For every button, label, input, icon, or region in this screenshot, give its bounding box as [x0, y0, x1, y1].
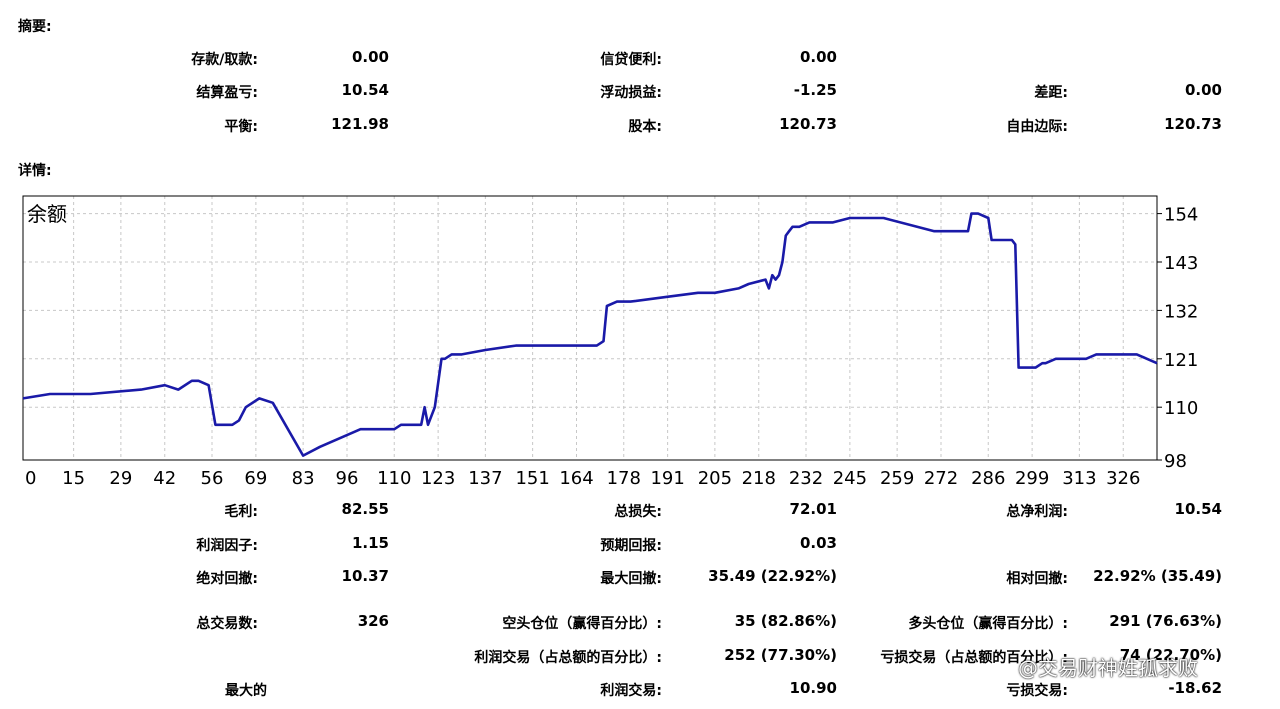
x-tick-label: 286 [971, 468, 1005, 489]
x-tick-label: 272 [924, 468, 958, 489]
x-tick-label: 191 [650, 468, 684, 489]
abs-drawdown-value: 10.37 [341, 567, 389, 585]
watermark: @交易财神姓孤求败 [1018, 656, 1198, 680]
expected-payoff-label: 预期回报: [600, 538, 662, 554]
balance-label: 平衡: [224, 119, 258, 135]
x-tick-label: 313 [1062, 468, 1096, 489]
deposit-label: 存款/取款: [191, 52, 258, 68]
x-tick-label: 69 [244, 468, 267, 489]
largest-loss-label: 亏损交易: [1006, 683, 1068, 699]
net-profit-value: 10.54 [1174, 500, 1222, 518]
gross-loss-label: 总损失: [614, 504, 662, 520]
equity-label: 股本: [628, 119, 662, 135]
free-margin-value: 120.73 [1164, 115, 1222, 133]
y-tick-label: 110 [1164, 398, 1198, 419]
long-positions-value: 291 (76.63%) [1109, 612, 1222, 630]
loss-trades-label: 亏损交易（占总额的百分比）: [880, 650, 1068, 666]
x-tick-label: 218 [742, 468, 776, 489]
plot-frame [22, 195, 1158, 461]
x-tick-label: 56 [201, 468, 224, 489]
x-tick-label: 178 [607, 468, 641, 489]
y-tick-label: 154 [1164, 205, 1198, 226]
summary-title: 摘要: [18, 19, 52, 35]
largest-loss-value: -18.62 [1168, 679, 1222, 697]
credit-value: 0.00 [799, 48, 837, 66]
y-tick-label: 121 [1164, 350, 1198, 371]
profit-factor-value: 1.15 [351, 534, 389, 552]
x-tick-label: 15 [62, 468, 85, 489]
y-tick-label: 98 [1164, 451, 1187, 472]
x-tick-label: 205 [698, 468, 732, 489]
x-tick-label: 164 [559, 468, 593, 489]
gross-loss-value: 72.01 [789, 500, 837, 518]
closed-pl-value: 10.54 [341, 81, 389, 99]
x-tick-label: 151 [515, 468, 549, 489]
x-tick-label: 326 [1106, 468, 1140, 489]
short-positions-label: 空头仓位（赢得百分比）: [502, 616, 662, 632]
chart-grid [22, 196, 1157, 461]
balance-value: 121.98 [331, 115, 389, 133]
free-margin-label: 自由边际: [1006, 119, 1068, 135]
chart-title: 余额 [27, 202, 67, 226]
gross-profit-value: 82.55 [341, 500, 389, 518]
x-tick-label: 83 [292, 468, 315, 489]
rel-drawdown-value: 22.92% (35.49) [1093, 567, 1222, 585]
rel-drawdown-label: 相对回撤: [1006, 571, 1068, 587]
x-tick-label: 259 [880, 468, 914, 489]
x-tick-label: 42 [153, 468, 176, 489]
x-tick-label: 29 [109, 468, 132, 489]
max-drawdown-value: 35.49 (22.92%) [708, 567, 837, 585]
closed-pl-label: 结算盈亏: [196, 85, 258, 101]
expected-payoff-value: 0.03 [799, 534, 837, 552]
long-positions-label: 多头仓位（赢得百分比）: [908, 616, 1068, 632]
x-tick-label: 137 [468, 468, 502, 489]
spread-value: 0.00 [1184, 81, 1222, 99]
x-tick-label: 299 [1015, 468, 1049, 489]
x-tick-label: 110 [377, 468, 411, 489]
credit-label: 信贷便利: [600, 52, 662, 68]
y-tick-label: 132 [1164, 301, 1198, 322]
details-title: 详情: [18, 163, 52, 179]
abs-drawdown-label: 绝对回撤: [196, 571, 258, 587]
gross-profit-label: 毛利: [224, 504, 258, 520]
deposit-value: 0.00 [351, 48, 389, 66]
loss-trades-value: 74 (22.70%) [1119, 646, 1222, 664]
largest-profit-label: 利润交易: [600, 683, 662, 699]
equity-value: 120.73 [779, 115, 837, 133]
floating-pl-value: -1.25 [793, 81, 837, 99]
profit-trades-label: 利润交易（占总额的百分比）: [474, 650, 662, 666]
x-tick-label: 245 [833, 468, 867, 489]
profit-trades-value: 252 (77.30%) [724, 646, 837, 664]
short-positions-value: 35 (82.86%) [734, 612, 837, 630]
y-tick-label: 143 [1164, 253, 1198, 274]
total-trades-label: 总交易数: [196, 616, 258, 632]
floating-pl-label: 浮动损益: [600, 85, 662, 101]
profit-factor-label: 利润因子: [196, 538, 258, 554]
balance-series-line [22, 212, 1158, 457]
spread-label: 差距: [1034, 85, 1068, 101]
x-tick-label: 96 [336, 468, 359, 489]
max-drawdown-label: 最大回撤: [600, 571, 662, 587]
balance-chart: 余额 0 15 29 42 56 69 83 96 110 123 137 151 164 178 191 2… [22, 195, 1198, 489]
total-trades-value: 326 [357, 612, 389, 630]
largest-profit-value: 10.90 [789, 679, 837, 697]
x-tick-label: 123 [421, 468, 455, 489]
net-profit-label: 总净利润: [1006, 504, 1068, 520]
chart-ticks: 0 15 29 42 56 69 83 96 110 123 137 151 164 178 191 205 2… [25, 205, 1198, 489]
x-tick-label: 232 [789, 468, 823, 489]
largest-label: 最大的 [225, 683, 267, 699]
x-tick-label: 0 [25, 468, 36, 489]
